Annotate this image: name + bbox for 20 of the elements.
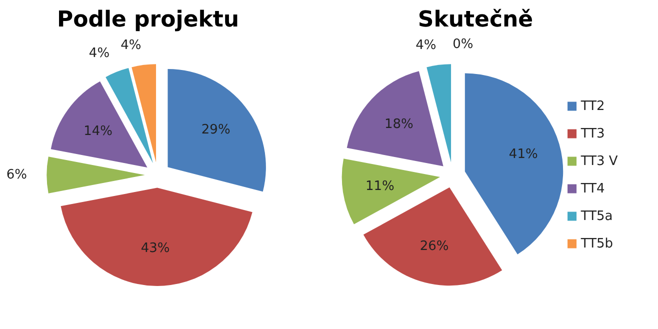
- chart-title: Skutečně: [418, 8, 534, 32]
- data-label: 14%: [84, 124, 113, 140]
- data-label: 41%: [508, 146, 538, 162]
- legend-label: TT3: [580, 126, 605, 142]
- data-label: 11%: [365, 179, 394, 194]
- legend-label: TT5b: [580, 236, 614, 252]
- data-label: 18%: [384, 117, 414, 132]
- legend-label: TT2: [580, 98, 605, 114]
- data-label: 4%: [120, 38, 142, 53]
- legend-label: TT5a: [580, 208, 613, 224]
- text: 0%: [452, 36, 474, 52]
- chart-title: Podle projektu: [56, 8, 240, 32]
- data-label: 4%: [88, 46, 110, 62]
- data-label: 43%: [140, 241, 170, 256]
- data-label: 4%: [416, 38, 436, 53]
- legend-label: TT4: [580, 181, 605, 196]
- data-label: 29%: [201, 122, 230, 138]
- legend-label: TT3 V: [580, 154, 618, 169]
- data-label: 26%: [420, 238, 449, 254]
- data-label: 6%: [6, 168, 28, 182]
